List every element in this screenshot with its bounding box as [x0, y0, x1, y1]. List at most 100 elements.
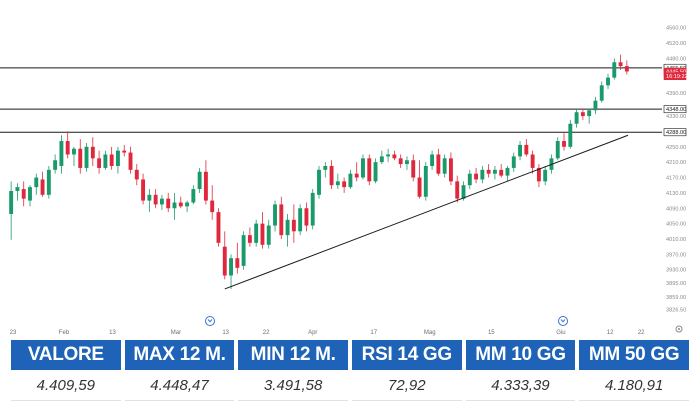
candle-body	[361, 158, 365, 178]
support-resistance-levels	[0, 67, 662, 133]
candle-body	[392, 154, 397, 159]
candle-body	[178, 202, 183, 207]
candle-body	[423, 166, 428, 197]
y-tick-label: 4090.00	[666, 206, 686, 212]
candle-body	[530, 154, 535, 168]
candle-body	[593, 100, 598, 111]
candle-body	[34, 177, 39, 188]
candle-body	[373, 162, 378, 182]
y-tick-label: 3895.00	[666, 281, 686, 287]
candle-body	[279, 204, 284, 236]
y-tick-label: 4250.00	[666, 145, 686, 151]
candle-body	[72, 148, 76, 155]
candle-body	[317, 169, 321, 195]
x-tick-label: Giu	[556, 330, 565, 336]
candle-body	[229, 258, 233, 276]
candle-body	[134, 169, 139, 180]
x-tick-label: 15	[488, 330, 495, 336]
candle-body	[379, 156, 384, 163]
candle-body	[59, 141, 64, 166]
stat-header-valore: VALORE	[11, 340, 121, 370]
stats-value-row: 4.409,59 4.448,47 3.491,58 72,92 4.333,3…	[11, 370, 689, 401]
candle-body	[405, 160, 409, 165]
candle-body	[260, 223, 265, 245]
stat-value-valore: 4.409,59	[11, 370, 121, 401]
candle-body	[159, 198, 164, 205]
candle-body	[28, 187, 32, 201]
stats-header-row: VALORE MAX 12 M. MIN 12 M. RSI 14 GG MM …	[11, 340, 689, 370]
candle-body	[448, 158, 453, 182]
x-tick-label: 12	[607, 330, 614, 336]
stat-header-min-12m: MIN 12 M.	[238, 340, 348, 370]
candle-body	[9, 190, 14, 215]
candle-body	[310, 192, 315, 226]
candle-body	[285, 219, 290, 236]
x-tick-label: Feb	[59, 330, 70, 336]
candle-body	[574, 112, 579, 124]
settings-icon[interactable]	[675, 325, 683, 333]
candle-body	[618, 62, 623, 67]
candle-body	[624, 66, 629, 72]
trendline-group	[224, 134, 629, 290]
candle-body	[122, 150, 127, 153]
candle-body	[505, 167, 510, 176]
candle-body	[210, 200, 215, 213]
candle-body	[197, 171, 202, 190]
candle-body	[323, 166, 328, 170]
candle-body	[235, 258, 240, 268]
candle-body	[417, 177, 422, 197]
stat-header-max-12m: MAX 12 M.	[124, 340, 235, 370]
price-marker-box	[663, 128, 687, 137]
candle-body	[97, 158, 102, 168]
y-tick-label: 4560.00	[666, 26, 686, 32]
candle-body	[442, 158, 447, 174]
y-tick-label: 4210.00	[666, 160, 686, 166]
price-marker: 4288.00	[663, 128, 687, 137]
candle-body	[480, 169, 485, 180]
x-tick-label: Mag	[424, 330, 436, 336]
x-tick-label: 17	[370, 330, 377, 336]
candle-body	[467, 173, 472, 186]
candle-body	[40, 179, 45, 195]
go-to-date-icon[interactable]	[205, 316, 215, 326]
candle-body	[411, 160, 416, 178]
stat-value-max-12m: 4.448,47	[124, 370, 235, 401]
candle-body	[335, 181, 340, 186]
price-marker: 4348.00	[663, 105, 687, 113]
y-axis: 4560.004520.004480.004430.004390.004348.…	[663, 26, 688, 314]
chart-icons	[205, 316, 683, 333]
stat-header-mm-50gg: MM 50 GG	[579, 340, 689, 370]
stat-value-mm-10gg: 4.333,39	[465, 370, 576, 401]
candle-body	[266, 225, 271, 245]
candle-body	[191, 189, 196, 203]
candle-body	[499, 169, 504, 176]
candle-body	[185, 202, 190, 207]
candle-body	[304, 208, 309, 226]
candle-body	[612, 62, 617, 78]
go-to-date-icon[interactable]	[558, 316, 568, 326]
candles	[9, 54, 629, 289]
candle-body	[298, 208, 303, 232]
candle-body	[46, 169, 51, 195]
price-chart: 4560.004520.004480.004430.004390.004348.…	[0, 26, 688, 336]
candle-body	[153, 194, 158, 205]
x-tick-label: Mar	[171, 330, 181, 336]
candle-body	[568, 123, 573, 147]
candle-body	[342, 181, 347, 188]
candle-body	[15, 187, 20, 191]
price-marker-box	[663, 72, 687, 80]
candle-body	[147, 194, 152, 201]
candle-body	[543, 169, 548, 182]
x-tick-label: 22	[263, 330, 270, 336]
candle-body	[78, 148, 83, 168]
candle-body	[580, 112, 585, 117]
candle-body	[53, 160, 58, 170]
candle-body	[109, 154, 114, 166]
candle-body	[536, 167, 541, 182]
candle-body	[354, 173, 359, 178]
candle-body	[254, 223, 259, 243]
candle-body	[511, 156, 516, 168]
candle-body	[587, 110, 592, 117]
candle-body	[291, 219, 296, 232]
trendline	[224, 134, 629, 290]
